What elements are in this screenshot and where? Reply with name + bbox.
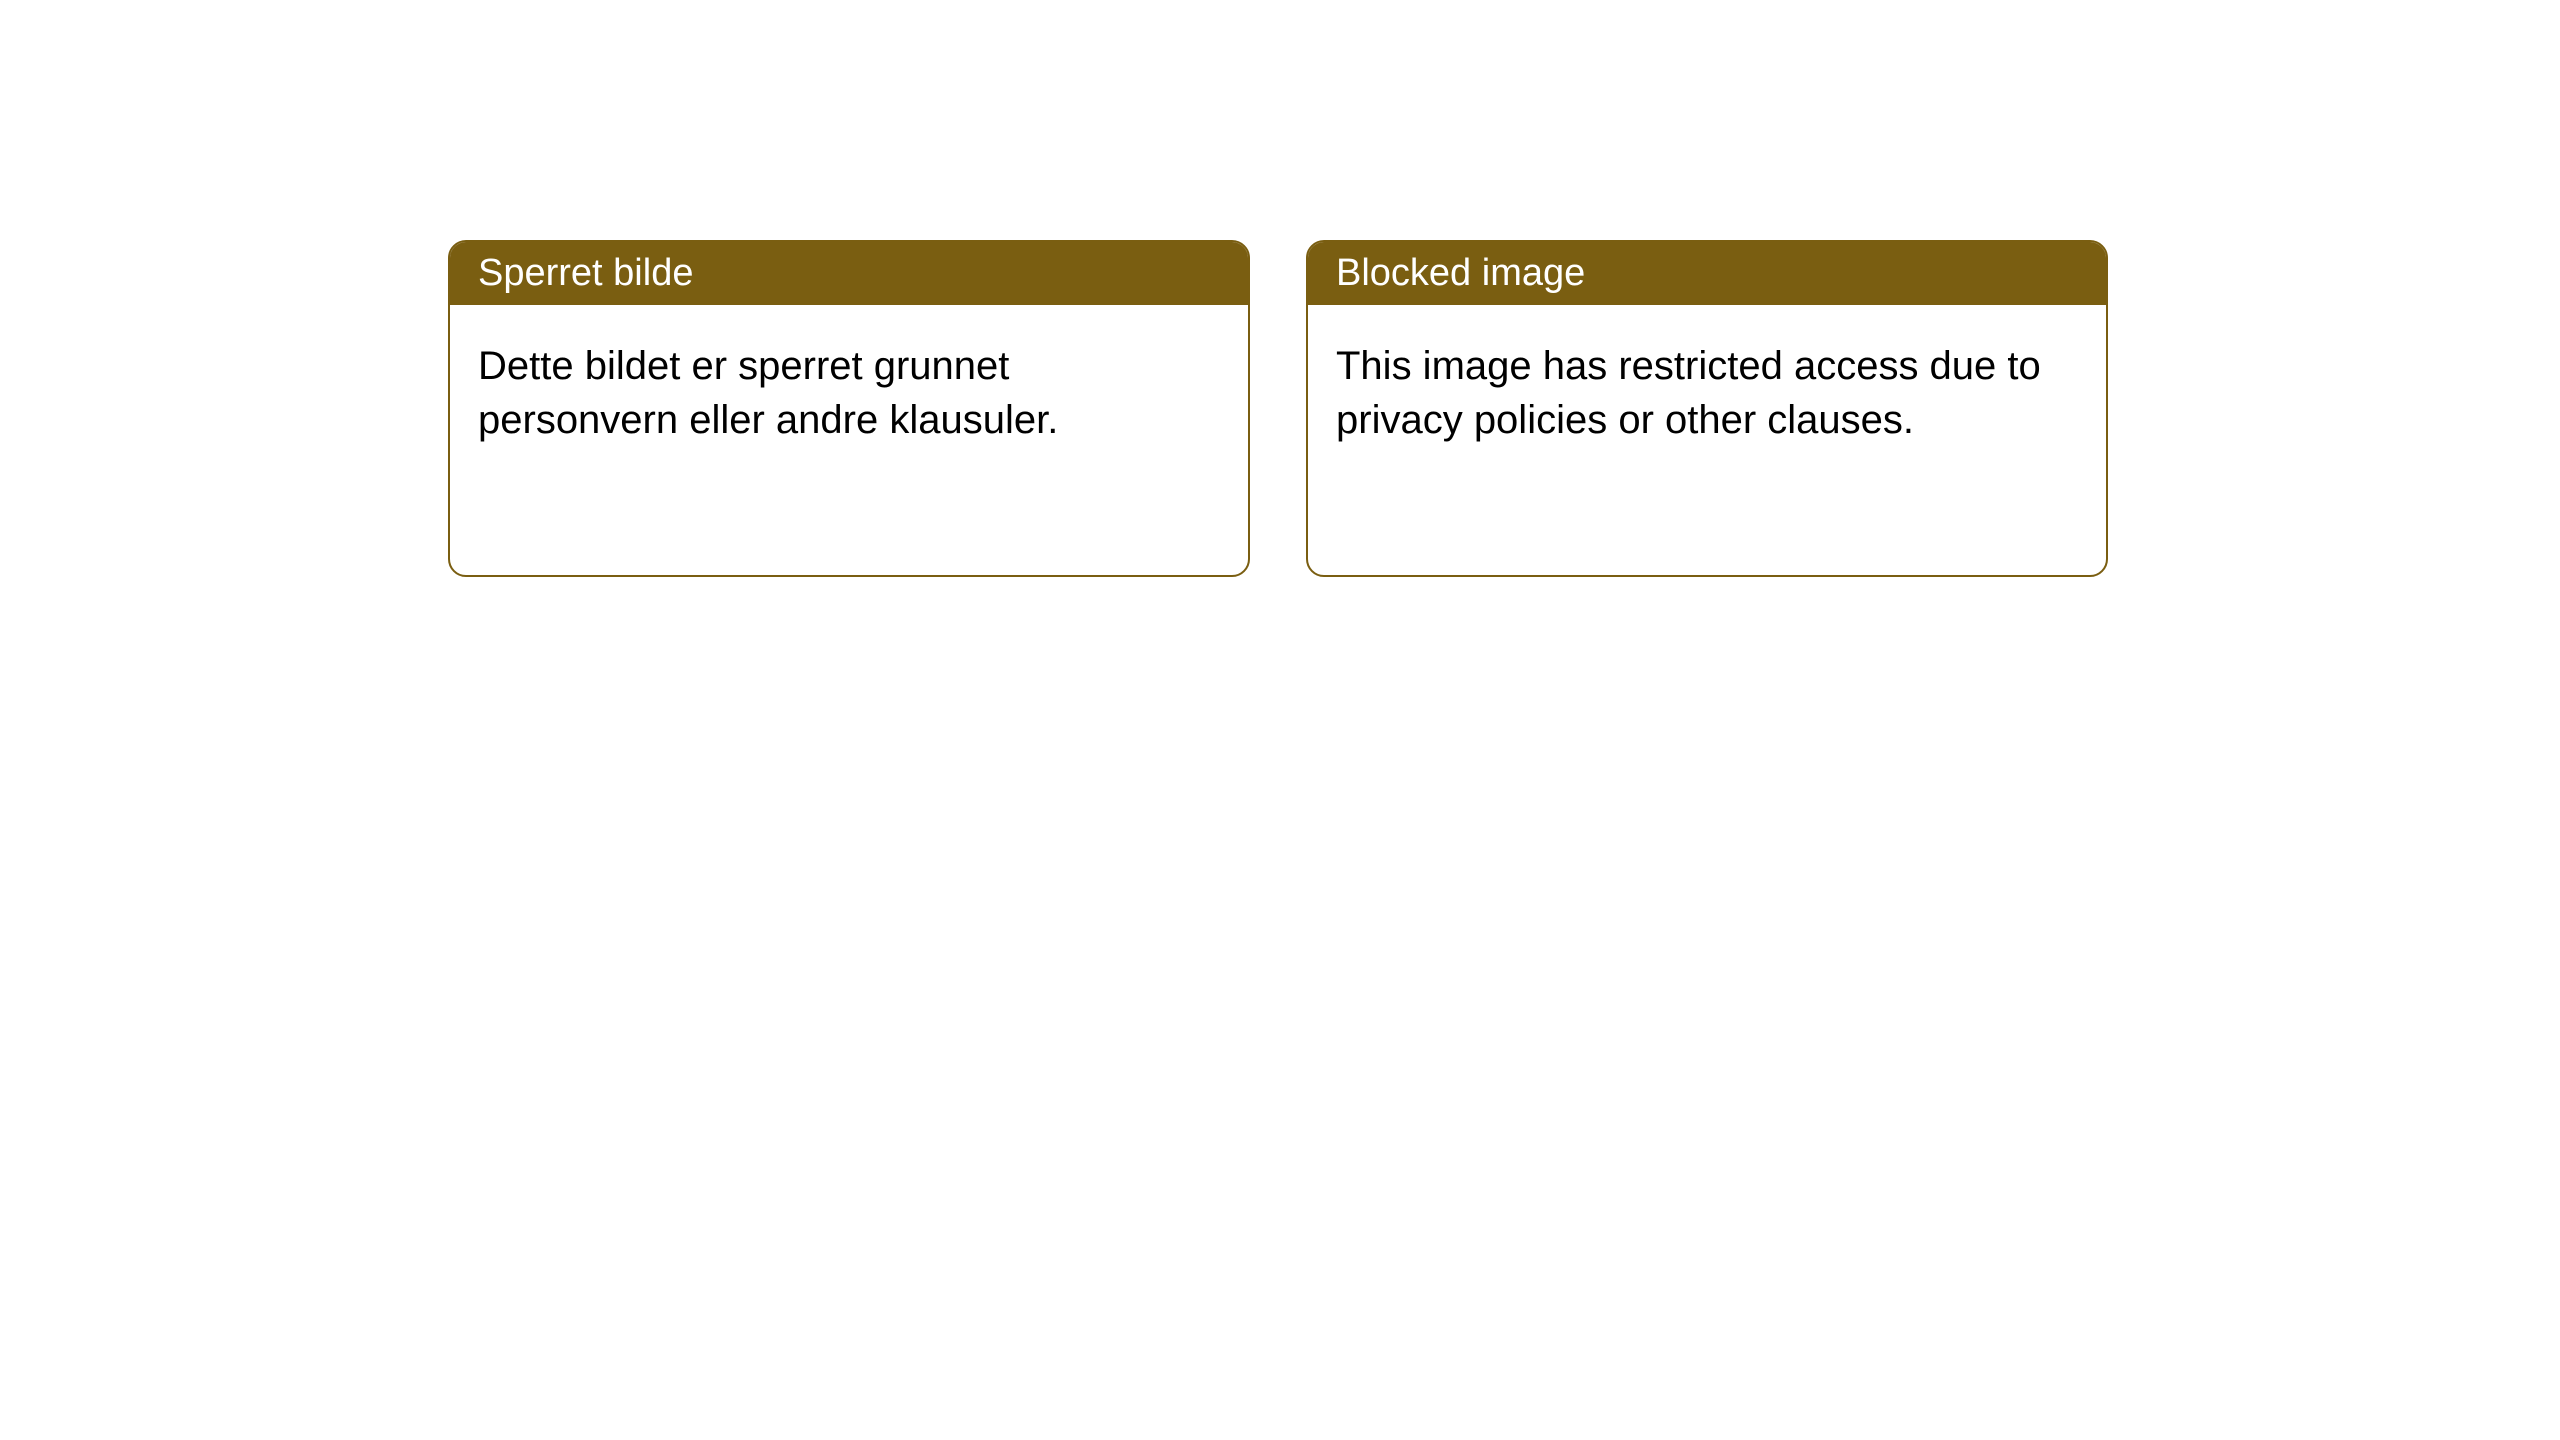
notice-header-norwegian: Sperret bilde (450, 242, 1248, 305)
notice-header-english: Blocked image (1308, 242, 2106, 305)
notice-container: Sperret bilde Dette bildet er sperret gr… (0, 0, 2560, 577)
notice-text-norwegian: Dette bildet er sperret grunnet personve… (478, 339, 1220, 447)
notice-card-norwegian: Sperret bilde Dette bildet er sperret gr… (448, 240, 1250, 577)
notice-body-english: This image has restricted access due to … (1308, 305, 2106, 575)
notice-card-english: Blocked image This image has restricted … (1306, 240, 2108, 577)
notice-text-english: This image has restricted access due to … (1336, 339, 2078, 447)
notice-body-norwegian: Dette bildet er sperret grunnet personve… (450, 305, 1248, 575)
notice-title-norwegian: Sperret bilde (478, 252, 693, 294)
notice-title-english: Blocked image (1336, 252, 1585, 294)
